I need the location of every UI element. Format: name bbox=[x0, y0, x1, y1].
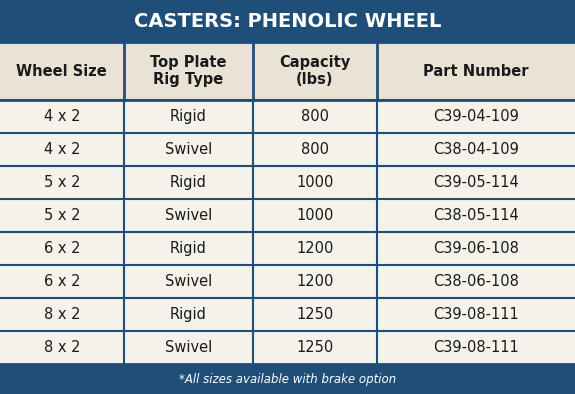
Text: 6 x 2: 6 x 2 bbox=[44, 241, 80, 256]
Text: 1200: 1200 bbox=[296, 241, 334, 256]
Bar bbox=[0, 133, 575, 166]
Text: 6 x 2: 6 x 2 bbox=[44, 274, 80, 289]
Text: 1250: 1250 bbox=[296, 340, 334, 355]
Text: Rigid: Rigid bbox=[170, 109, 207, 124]
Bar bbox=[0, 331, 575, 364]
Text: 1200: 1200 bbox=[296, 274, 334, 289]
Text: C39-04-109: C39-04-109 bbox=[433, 109, 519, 124]
Text: 5 x 2: 5 x 2 bbox=[44, 175, 80, 190]
Bar bbox=[0, 166, 575, 199]
Text: 8 x 2: 8 x 2 bbox=[44, 340, 80, 355]
Text: Swivel: Swivel bbox=[164, 142, 212, 157]
Text: 1000: 1000 bbox=[296, 208, 334, 223]
Text: 800: 800 bbox=[301, 109, 329, 124]
Text: Top Plate
Rig Type: Top Plate Rig Type bbox=[150, 55, 227, 87]
Text: 8 x 2: 8 x 2 bbox=[44, 307, 80, 322]
Text: Swivel: Swivel bbox=[164, 340, 212, 355]
Bar bbox=[0, 364, 575, 394]
Text: 1250: 1250 bbox=[296, 307, 334, 322]
Text: Rigid: Rigid bbox=[170, 307, 207, 322]
Text: Swivel: Swivel bbox=[164, 208, 212, 223]
Text: C38-05-114: C38-05-114 bbox=[433, 208, 519, 223]
Text: C39-08-111: C39-08-111 bbox=[433, 307, 519, 322]
Bar bbox=[0, 232, 575, 265]
Text: C39-05-114: C39-05-114 bbox=[433, 175, 519, 190]
Text: C38-06-108: C38-06-108 bbox=[433, 274, 519, 289]
Bar bbox=[0, 0, 575, 42]
Text: 5 x 2: 5 x 2 bbox=[44, 208, 80, 223]
Text: 800: 800 bbox=[301, 142, 329, 157]
Text: *All sizes available with brake option: *All sizes available with brake option bbox=[179, 372, 396, 385]
Text: 1000: 1000 bbox=[296, 175, 334, 190]
Text: 4 x 2: 4 x 2 bbox=[44, 142, 80, 157]
Text: Rigid: Rigid bbox=[170, 175, 207, 190]
Text: C38-04-109: C38-04-109 bbox=[433, 142, 519, 157]
Text: Capacity
(lbs): Capacity (lbs) bbox=[279, 55, 350, 87]
Text: Rigid: Rigid bbox=[170, 241, 207, 256]
Text: Swivel: Swivel bbox=[164, 274, 212, 289]
Bar bbox=[0, 42, 575, 100]
Text: C39-06-108: C39-06-108 bbox=[433, 241, 519, 256]
Text: Wheel Size: Wheel Size bbox=[17, 63, 107, 78]
Text: 4 x 2: 4 x 2 bbox=[44, 109, 80, 124]
Bar bbox=[0, 100, 575, 133]
Text: Part Number: Part Number bbox=[423, 63, 528, 78]
Bar bbox=[0, 298, 575, 331]
Bar bbox=[0, 265, 575, 298]
Text: C39-08-111: C39-08-111 bbox=[433, 340, 519, 355]
Bar bbox=[0, 199, 575, 232]
Text: CASTERS: PHENOLIC WHEEL: CASTERS: PHENOLIC WHEEL bbox=[134, 11, 441, 30]
